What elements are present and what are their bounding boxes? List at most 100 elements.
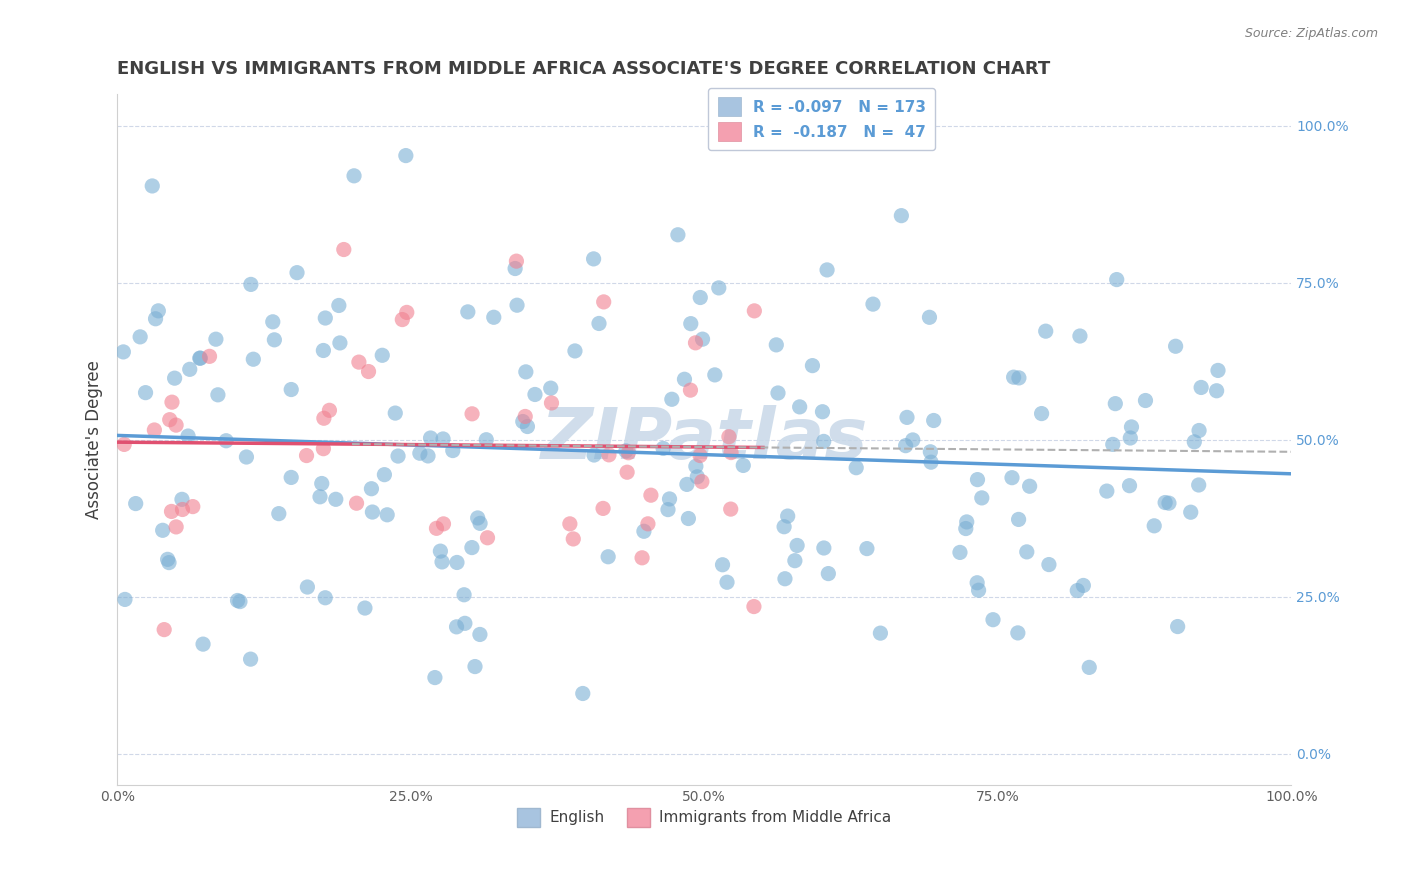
Immigrants from Middle Africa	[505, 254, 527, 268]
English	[766, 386, 789, 401]
English	[503, 261, 526, 276]
English	[1119, 431, 1142, 445]
English	[453, 588, 475, 602]
Immigrants from Middle Africa	[742, 599, 765, 614]
English	[242, 352, 264, 367]
English	[679, 317, 702, 331]
English	[652, 442, 675, 456]
English	[1143, 518, 1166, 533]
English	[707, 281, 730, 295]
English	[811, 405, 834, 419]
Immigrants from Middle Africa	[172, 502, 194, 516]
English	[661, 392, 683, 407]
Immigrants from Middle Africa	[685, 335, 707, 350]
English	[658, 491, 681, 506]
English	[1069, 329, 1091, 343]
English	[416, 449, 439, 463]
English	[207, 388, 229, 402]
English	[354, 601, 377, 615]
English	[856, 541, 879, 556]
English	[179, 362, 201, 376]
English	[981, 613, 1004, 627]
Immigrants from Middle Africa	[679, 383, 702, 397]
English	[1104, 397, 1126, 411]
English	[1105, 272, 1128, 286]
Immigrants from Middle Africa	[540, 396, 562, 410]
English	[297, 580, 319, 594]
English	[773, 572, 796, 586]
Immigrants from Middle Africa	[461, 407, 484, 421]
English	[801, 359, 824, 373]
English	[970, 491, 993, 505]
Y-axis label: Associate's Degree: Associate's Degree	[86, 360, 103, 519]
Immigrants from Middle Africa	[165, 418, 187, 433]
Immigrants from Middle Africa	[592, 294, 614, 309]
English	[1015, 545, 1038, 559]
English	[157, 556, 180, 570]
Immigrants from Middle Africa	[153, 623, 176, 637]
English	[776, 509, 799, 524]
English	[1007, 512, 1029, 526]
English	[733, 458, 755, 473]
Immigrants from Middle Africa	[312, 442, 335, 456]
English	[703, 368, 725, 382]
Immigrants from Middle Africa	[598, 448, 620, 462]
English	[523, 387, 546, 401]
English	[177, 429, 200, 443]
English	[967, 583, 990, 598]
English	[361, 505, 384, 519]
English	[1066, 583, 1088, 598]
Text: ZIPatlas: ZIPatlas	[540, 405, 868, 475]
English	[922, 413, 945, 427]
English	[329, 335, 352, 350]
Immigrants from Middle Africa	[592, 501, 614, 516]
English	[813, 434, 835, 449]
English	[387, 449, 409, 463]
English	[676, 477, 699, 491]
English	[1167, 619, 1189, 633]
English	[360, 482, 382, 496]
Immigrants from Middle Africa	[690, 475, 713, 489]
English	[920, 444, 942, 458]
Immigrants from Middle Africa	[637, 516, 659, 531]
English	[817, 566, 839, 581]
English	[163, 371, 186, 385]
Immigrants from Middle Africa	[515, 409, 537, 424]
English	[955, 522, 977, 536]
English	[956, 515, 979, 529]
English	[815, 263, 838, 277]
English	[311, 476, 333, 491]
English	[1095, 484, 1118, 499]
English	[678, 511, 700, 525]
English	[1101, 437, 1123, 451]
English	[429, 544, 451, 558]
English	[686, 470, 709, 484]
English	[312, 343, 335, 358]
English	[375, 508, 398, 522]
English	[188, 351, 211, 366]
English	[468, 627, 491, 641]
English	[862, 297, 884, 311]
English	[314, 591, 336, 605]
English	[215, 434, 238, 448]
English	[1154, 495, 1177, 509]
English	[1078, 660, 1101, 674]
English	[135, 385, 157, 400]
English	[467, 511, 489, 525]
English	[1073, 578, 1095, 592]
Text: Source: ZipAtlas.com: Source: ZipAtlas.com	[1244, 27, 1378, 40]
Immigrants from Middle Africa	[295, 449, 318, 463]
Immigrants from Middle Africa	[631, 550, 654, 565]
English	[235, 450, 257, 464]
English	[454, 616, 477, 631]
English	[920, 455, 942, 469]
English	[716, 575, 738, 590]
English	[1001, 471, 1024, 485]
English	[457, 305, 479, 319]
English	[141, 178, 163, 193]
English	[896, 410, 918, 425]
English	[1206, 363, 1229, 377]
Immigrants from Middle Africa	[165, 520, 187, 534]
Immigrants from Middle Africa	[432, 516, 454, 531]
English	[262, 315, 284, 329]
